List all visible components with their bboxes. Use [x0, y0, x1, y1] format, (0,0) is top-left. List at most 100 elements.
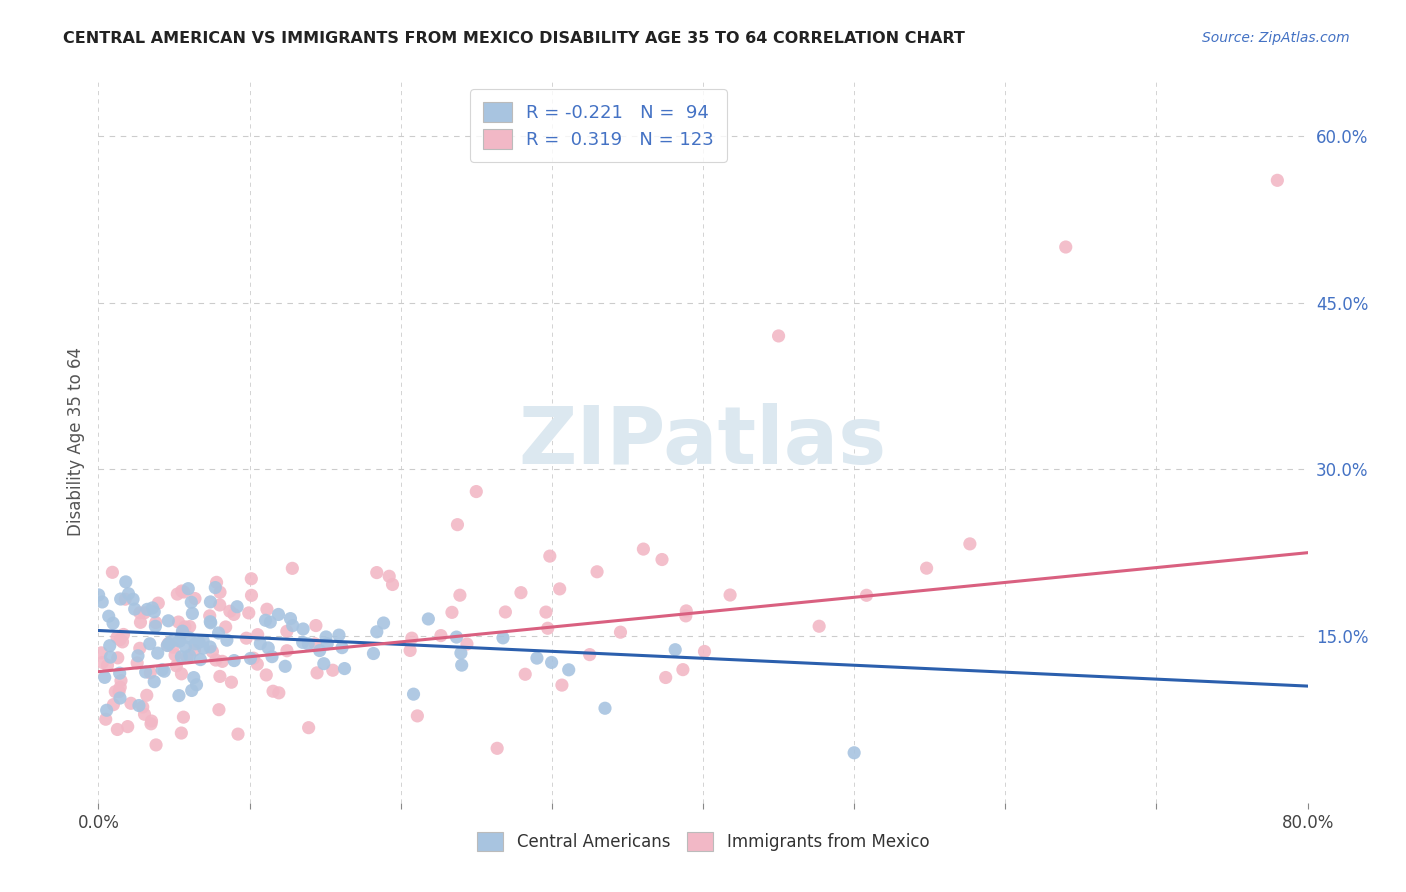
Point	[308, 643, 330, 657]
Point	[128, 698, 150, 713]
Point	[129, 615, 152, 630]
Point	[105, 723, 128, 737]
Point	[208, 669, 231, 683]
Point	[276, 644, 298, 658]
Point	[156, 639, 179, 653]
Point	[204, 581, 226, 595]
Point	[312, 657, 335, 671]
Point	[157, 636, 180, 650]
Point	[240, 572, 263, 586]
Point	[609, 625, 631, 640]
Point	[557, 663, 579, 677]
Point	[114, 574, 136, 589]
Point	[328, 628, 350, 642]
Point	[128, 641, 150, 656]
Point	[200, 615, 222, 630]
Point	[172, 625, 194, 640]
Point	[1054, 240, 1077, 254]
Point	[141, 601, 163, 615]
Point	[170, 726, 193, 740]
Point	[146, 646, 169, 660]
Point	[256, 602, 278, 616]
Point	[586, 565, 609, 579]
Point	[446, 630, 468, 644]
Point	[120, 696, 142, 710]
Point	[292, 622, 315, 636]
Point	[430, 629, 453, 643]
Point	[254, 668, 277, 682]
Point	[399, 643, 422, 657]
Point	[246, 657, 269, 672]
Point	[205, 575, 228, 590]
Point	[267, 607, 290, 622]
Point	[87, 588, 110, 602]
Point	[322, 663, 344, 677]
Point	[136, 602, 159, 616]
Point	[108, 681, 131, 695]
Point	[108, 691, 131, 706]
Point	[176, 650, 198, 665]
Point	[207, 626, 229, 640]
Point	[226, 599, 249, 614]
Point	[246, 628, 269, 642]
Point	[333, 662, 356, 676]
Point	[378, 569, 401, 583]
Point	[267, 686, 290, 700]
Point	[540, 656, 562, 670]
Point	[94, 712, 117, 726]
Point	[221, 675, 243, 690]
Point	[291, 635, 314, 649]
Point	[672, 663, 695, 677]
Point	[183, 643, 205, 657]
Point	[108, 684, 131, 698]
Point	[211, 654, 233, 668]
Point	[593, 701, 616, 715]
Point	[249, 637, 271, 651]
Point	[242, 651, 264, 665]
Point	[844, 746, 866, 760]
Point	[166, 587, 188, 601]
Point	[205, 653, 228, 667]
Point	[450, 658, 472, 673]
Point	[235, 631, 257, 645]
Text: ZIPatlas: ZIPatlas	[519, 402, 887, 481]
Point	[165, 658, 187, 673]
Point	[173, 620, 195, 634]
Point	[111, 635, 134, 649]
Point	[548, 582, 571, 596]
Point	[200, 595, 222, 609]
Point	[316, 637, 339, 651]
Text: Source: ZipAtlas.com: Source: ZipAtlas.com	[1202, 31, 1350, 45]
Point	[97, 609, 120, 624]
Point	[304, 637, 326, 651]
Point	[145, 738, 167, 752]
Point	[654, 671, 676, 685]
Y-axis label: Disability Age 35 to 64: Disability Age 35 to 64	[66, 347, 84, 536]
Point	[114, 592, 136, 607]
Point	[169, 634, 191, 648]
Point	[239, 651, 262, 665]
Point	[240, 588, 263, 602]
Point	[315, 630, 337, 644]
Point	[808, 619, 831, 633]
Point	[179, 619, 201, 633]
Point	[537, 621, 560, 635]
Point	[188, 635, 211, 649]
Point	[406, 709, 429, 723]
Point	[262, 684, 284, 698]
Point	[184, 591, 207, 606]
Point	[492, 631, 515, 645]
Point	[449, 588, 471, 602]
Point	[107, 651, 129, 665]
Point	[208, 703, 231, 717]
Point	[330, 640, 353, 655]
Point	[274, 659, 297, 673]
Point	[101, 566, 124, 580]
Point	[401, 631, 423, 645]
Point	[494, 605, 516, 619]
Point	[169, 633, 191, 648]
Point	[226, 727, 249, 741]
Point	[456, 637, 478, 651]
Point	[551, 678, 574, 692]
Point	[90, 646, 112, 660]
